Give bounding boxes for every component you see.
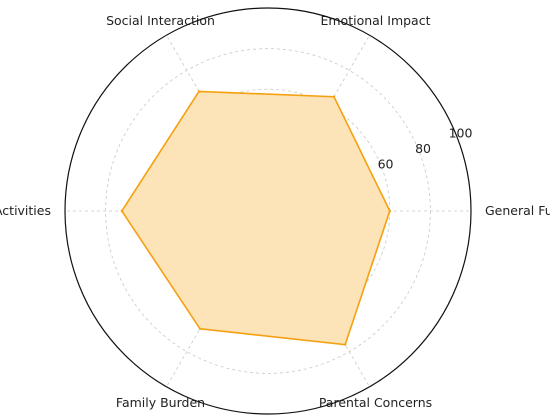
radar-series [120, 90, 391, 346]
grid-spoke [166, 210, 269, 388]
data-point-3 [120, 209, 124, 213]
tick-label-60: 60 [378, 156, 394, 171]
grid-spoke [267, 34, 370, 212]
polar-frame [64, 7, 472, 415]
tick-label-100: 100 [449, 125, 473, 140]
data-point-2 [197, 90, 201, 93]
category-label-4: Family Burden [116, 395, 205, 410]
data-point-0 [388, 209, 391, 213]
category-label-0: General Functioning [485, 203, 550, 218]
category-label-5: Parental Concerns [319, 395, 432, 410]
grid-spoke [267, 210, 370, 388]
grid-spoke [166, 34, 269, 212]
tick-label-80: 80 [415, 141, 431, 156]
data-point-5 [343, 343, 347, 346]
series-area [120, 90, 391, 346]
data-point-1 [332, 95, 336, 98]
category-label-3: Daily Activities [0, 203, 51, 218]
data-point-4 [198, 327, 202, 330]
